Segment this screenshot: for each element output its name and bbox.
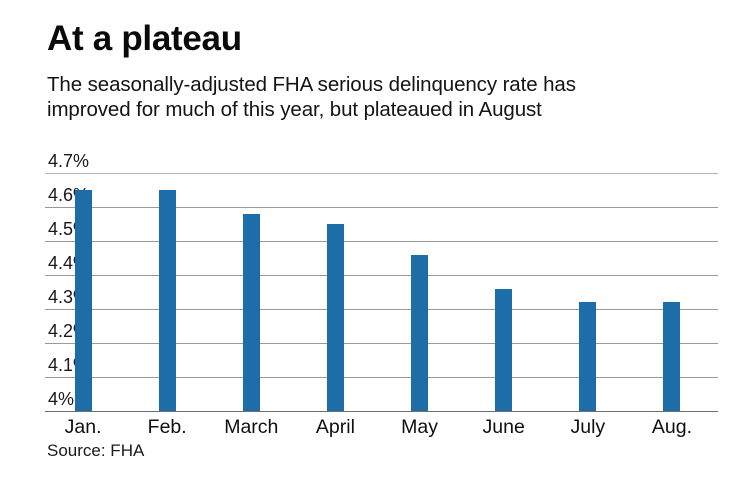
gridline [45, 173, 718, 174]
bar-march[interactable] [242, 213, 260, 411]
gridline [45, 411, 718, 412]
x-axis-tick-label: April [315, 416, 355, 438]
gridline [45, 241, 718, 242]
bar-aug[interactable] [663, 302, 681, 411]
y-axis-tick-label: 4% [48, 389, 75, 409]
gridline [45, 343, 718, 344]
chart-subtitle-line-1: The seasonally-adjusted FHA serious deli… [47, 73, 576, 96]
bar-may[interactable] [411, 254, 429, 411]
x-axis-tick-label: May [401, 416, 438, 438]
gridline [45, 377, 718, 378]
source-note: Source: FHA [47, 441, 145, 460]
y-axis-tick-label: 4.7% [48, 151, 90, 171]
bar-april[interactable] [326, 224, 344, 411]
page-title: At a plateau [47, 19, 242, 58]
x-axis-tick-label: July [570, 416, 606, 438]
bar-july[interactable] [579, 302, 597, 411]
x-axis-tick-label: June [482, 416, 525, 438]
gridline [45, 207, 718, 208]
bar-june[interactable] [495, 288, 513, 411]
gridline [45, 309, 718, 310]
chart-header: At a plateau The seasonally-adjusted FHA… [47, 18, 707, 122]
bar-jan[interactable] [74, 190, 92, 411]
x-axis-tick-label: Aug. [651, 416, 692, 438]
chart-plot-area [45, 173, 718, 411]
x-axis-tick-label: Feb. [147, 416, 187, 438]
x-axis-tick-label: Jan. [64, 416, 102, 438]
chart-subtitle: The seasonally-adjusted FHA serious deli… [47, 72, 707, 122]
x-axis-tick-label: March [224, 416, 279, 438]
gridline [45, 275, 718, 276]
bar-feb[interactable] [158, 190, 176, 411]
chart-subtitle-line-2: improved for much of this year, but plat… [47, 98, 542, 121]
